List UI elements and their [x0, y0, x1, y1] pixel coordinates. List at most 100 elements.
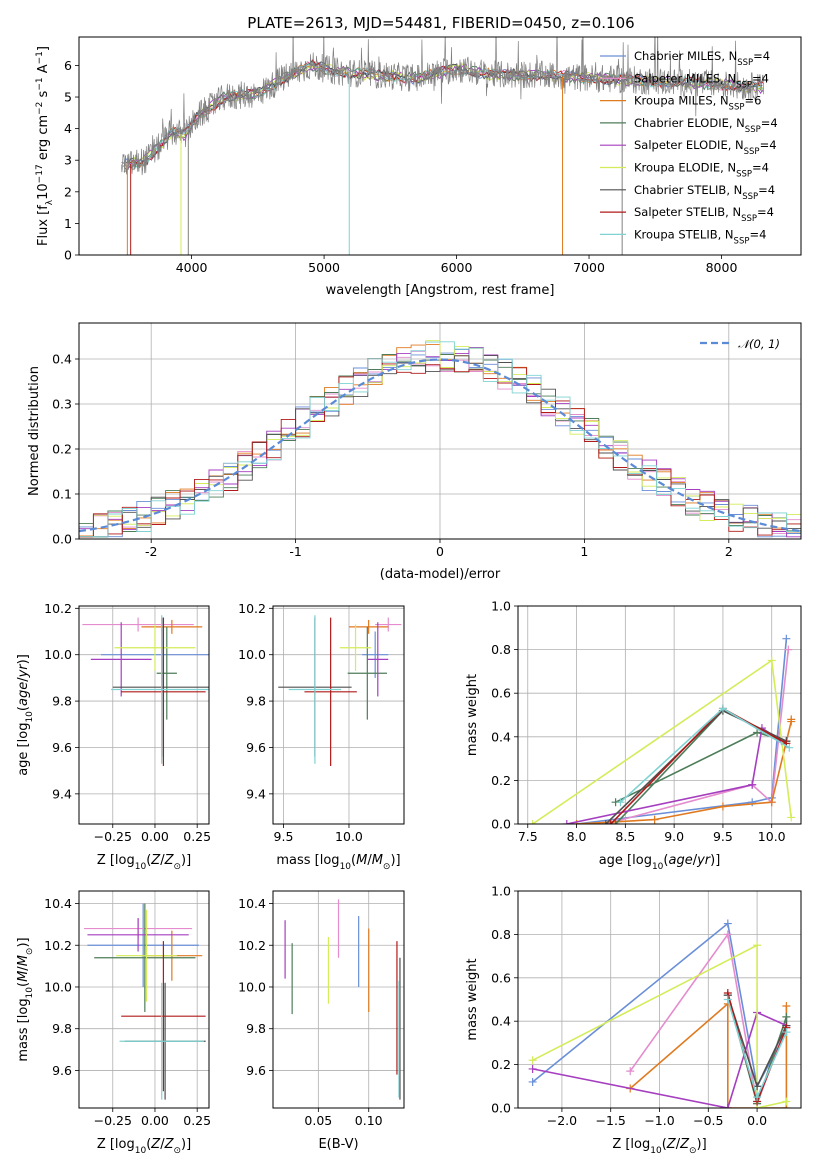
legend-label: Salpeter STELIB, N	[634, 205, 741, 219]
legend-entry: Chabrier MILES, NSSP=4	[634, 49, 770, 68]
label-part: M	[16, 955, 31, 966]
tick-label-x: 10.0	[758, 829, 786, 844]
tick-label-x: −1.0	[644, 1113, 674, 1128]
legend-tail: =4	[752, 71, 769, 85]
tick-label-y: 10.0	[44, 647, 72, 662]
tick-label-y: 0.6	[491, 970, 511, 985]
marker-salpeter-elodie	[562, 820, 571, 824]
marker-kroupa-stelib	[782, 1028, 791, 1037]
tick-label-y: 9.8	[246, 694, 266, 709]
marker-kroupa-miles	[718, 802, 727, 811]
tick-label-y: 0.3	[52, 397, 72, 412]
age-vs-Z-ylabel: age [log10(age/yr)]	[16, 654, 35, 776]
legend-label: Chabrier STELIB, N	[634, 183, 742, 197]
massweight-vs-Z-lines	[528, 919, 791, 1108]
label-part: (	[351, 853, 356, 868]
figure-title: PLATE=2613, MJD=54481, FIBERID=0450, z=0…	[247, 14, 634, 32]
line-salpeter-elodie	[532, 1011, 787, 1108]
tick-label-x: −0.25	[94, 1113, 132, 1128]
axes-age-vs-mass: 9.5 10.0 9.4 9.6 9.8 10.0 10.2	[238, 601, 404, 844]
tick-label-y: 4	[64, 121, 72, 136]
label-part: age [log	[599, 853, 652, 868]
legend-tail: =4	[761, 116, 778, 130]
legend-entry: Salpeter MILES, NSSP=4	[634, 71, 769, 90]
frame-age-vs-mass	[272, 605, 405, 825]
label-part: E(B-V)	[318, 1137, 358, 1152]
tick-label-y: 9.8	[52, 1021, 72, 1036]
mass-vs-EBV-errorbars	[284, 899, 401, 1100]
label-part: 10	[25, 711, 35, 723]
legend-entry: Salpeter ELODIE, NSSP=4	[634, 138, 777, 157]
label-part: Z	[150, 853, 161, 868]
label-part: Normed distribution	[27, 366, 42, 496]
tick-label-y: 1.0	[491, 599, 511, 614]
marker-chabrier-miles	[748, 798, 757, 807]
mass-vs-EBV-xlabel: E(B-V)	[318, 1137, 358, 1152]
label-part: Z	[666, 1137, 677, 1152]
label-part: s	[36, 90, 51, 101]
tick-label-y: 10.2	[238, 938, 266, 953]
legend-label: Salpeter ELODIE, N	[634, 138, 744, 152]
legend-entry: Chabrier STELIB, NSSP=4	[634, 183, 775, 202]
tick-label-y: 10.0	[44, 979, 72, 994]
tick-label-y: 0.6	[491, 686, 511, 701]
tick-label-x: 0.00	[141, 829, 169, 844]
label-part: ⊙	[383, 862, 391, 872]
tick-label-x: 0.0	[747, 1113, 767, 1128]
histogram-chabrier-stelib	[79, 355, 801, 538]
frame-massweight-vs-age	[517, 605, 802, 825]
label-part: (	[662, 1137, 667, 1152]
tick-label-y: 0.0	[491, 817, 511, 832]
marker-kroupa-miles	[787, 715, 796, 724]
label-part: Z	[679, 1137, 690, 1152]
label-part: /	[160, 853, 165, 868]
axes-residuals: -2 -1 0 1 2 0.0 0.1 0.2 0.3 0.4	[52, 323, 801, 559]
marker-kroupa-miles	[650, 815, 659, 824]
frame-massweight-vs-Z	[517, 890, 802, 1109]
tick-label-y: 9.8	[52, 694, 72, 709]
line-kroupa-elodie	[532, 943, 787, 1108]
spectrum-observed	[121, 37, 764, 176]
label-part: )]	[710, 853, 720, 868]
label-part: age	[668, 853, 692, 868]
label-part: )]	[16, 654, 31, 664]
label-part: −2	[35, 102, 45, 115]
tick-label-x: 2	[725, 544, 733, 559]
marker-kroupa-stelib	[718, 704, 727, 713]
legend-entry: Kroupa STELIB, NSSP=4	[634, 227, 766, 246]
label-part: ⊙	[25, 948, 35, 956]
label-part: A	[36, 64, 51, 77]
marker-chabrier-elodie	[753, 728, 762, 737]
label-part: /	[16, 966, 31, 971]
tick-label-y: 0.8	[491, 927, 511, 942]
tick-label-x: 5000	[308, 260, 340, 275]
line-chabrier-miles	[576, 638, 788, 824]
mass-vs-Z-ylabel: mass [log10(M/M⊙)]	[16, 937, 35, 1061]
label-part: )]	[181, 1137, 191, 1152]
line-kroupa-miles	[629, 1002, 788, 1108]
marker-chabrier-miles	[723, 919, 732, 928]
marker-salpeter-elodie	[748, 780, 757, 789]
label-part: ⊙	[689, 1146, 697, 1156]
label-part: 10	[25, 987, 35, 999]
marker-salpeter-miles	[626, 1067, 635, 1076]
gaussian-curve	[79, 358, 801, 533]
line-salpeter-stelib	[610, 707, 787, 824]
tick-label-x: 0.05	[304, 1113, 332, 1128]
legend-sub: SSP	[741, 214, 757, 224]
spectrum-ylabel: Flux [fλ10−17 erg cm−2 s−1 A−1]	[35, 46, 55, 246]
tick-label-x: 0.00	[141, 1113, 169, 1128]
legend-entry: Kroupa MILES, NSSP=6	[634, 94, 761, 113]
tick-label-y: 3	[64, 153, 72, 168]
marker-chabrier-stelib	[601, 820, 610, 824]
frame-residuals	[78, 322, 802, 540]
tick-label-y: 0	[64, 248, 72, 263]
tick-label-x: 6000	[441, 260, 473, 275]
marker-chabrier-miles	[528, 1077, 537, 1086]
tick-label-y: 10.4	[44, 896, 72, 911]
tick-label-y: 10.4	[238, 896, 266, 911]
label-part: (	[146, 1137, 151, 1152]
label-part: Z	[150, 1137, 161, 1152]
label-part: (	[16, 706, 31, 711]
tick-label-x: -2	[145, 544, 157, 559]
